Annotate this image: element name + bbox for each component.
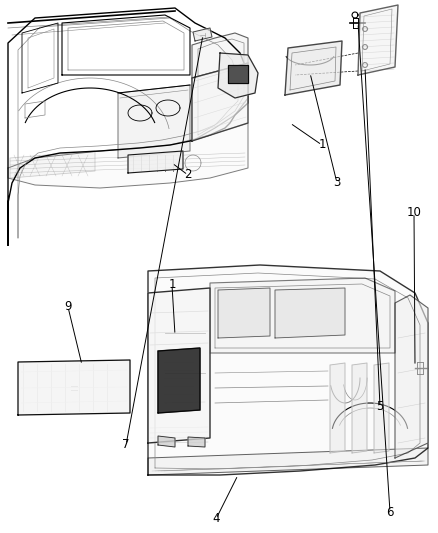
Polygon shape (148, 288, 210, 443)
Polygon shape (118, 85, 190, 158)
Text: 1: 1 (318, 139, 326, 151)
Text: 7: 7 (122, 439, 130, 451)
Polygon shape (128, 151, 183, 173)
Text: 6: 6 (386, 505, 394, 519)
Polygon shape (218, 53, 258, 98)
Polygon shape (374, 363, 389, 453)
Text: 3: 3 (333, 176, 341, 190)
Text: 4: 4 (212, 513, 220, 526)
Polygon shape (330, 363, 345, 453)
Text: 9: 9 (64, 301, 72, 313)
Polygon shape (10, 151, 95, 178)
Polygon shape (18, 360, 130, 415)
Polygon shape (192, 33, 248, 141)
Polygon shape (148, 448, 428, 475)
Polygon shape (358, 5, 398, 75)
Polygon shape (218, 288, 270, 338)
Polygon shape (158, 348, 200, 413)
Polygon shape (210, 278, 395, 353)
Polygon shape (193, 28, 212, 41)
Polygon shape (8, 123, 248, 188)
Polygon shape (158, 436, 175, 447)
Text: 2: 2 (184, 168, 192, 182)
Polygon shape (285, 41, 342, 95)
Polygon shape (395, 295, 428, 458)
Text: 10: 10 (406, 206, 421, 220)
Polygon shape (188, 437, 205, 447)
Polygon shape (275, 288, 345, 338)
Text: 5: 5 (376, 400, 384, 414)
Polygon shape (192, 63, 248, 141)
Polygon shape (228, 65, 248, 83)
Polygon shape (352, 363, 367, 453)
Text: 1: 1 (168, 279, 176, 292)
Polygon shape (148, 265, 428, 475)
